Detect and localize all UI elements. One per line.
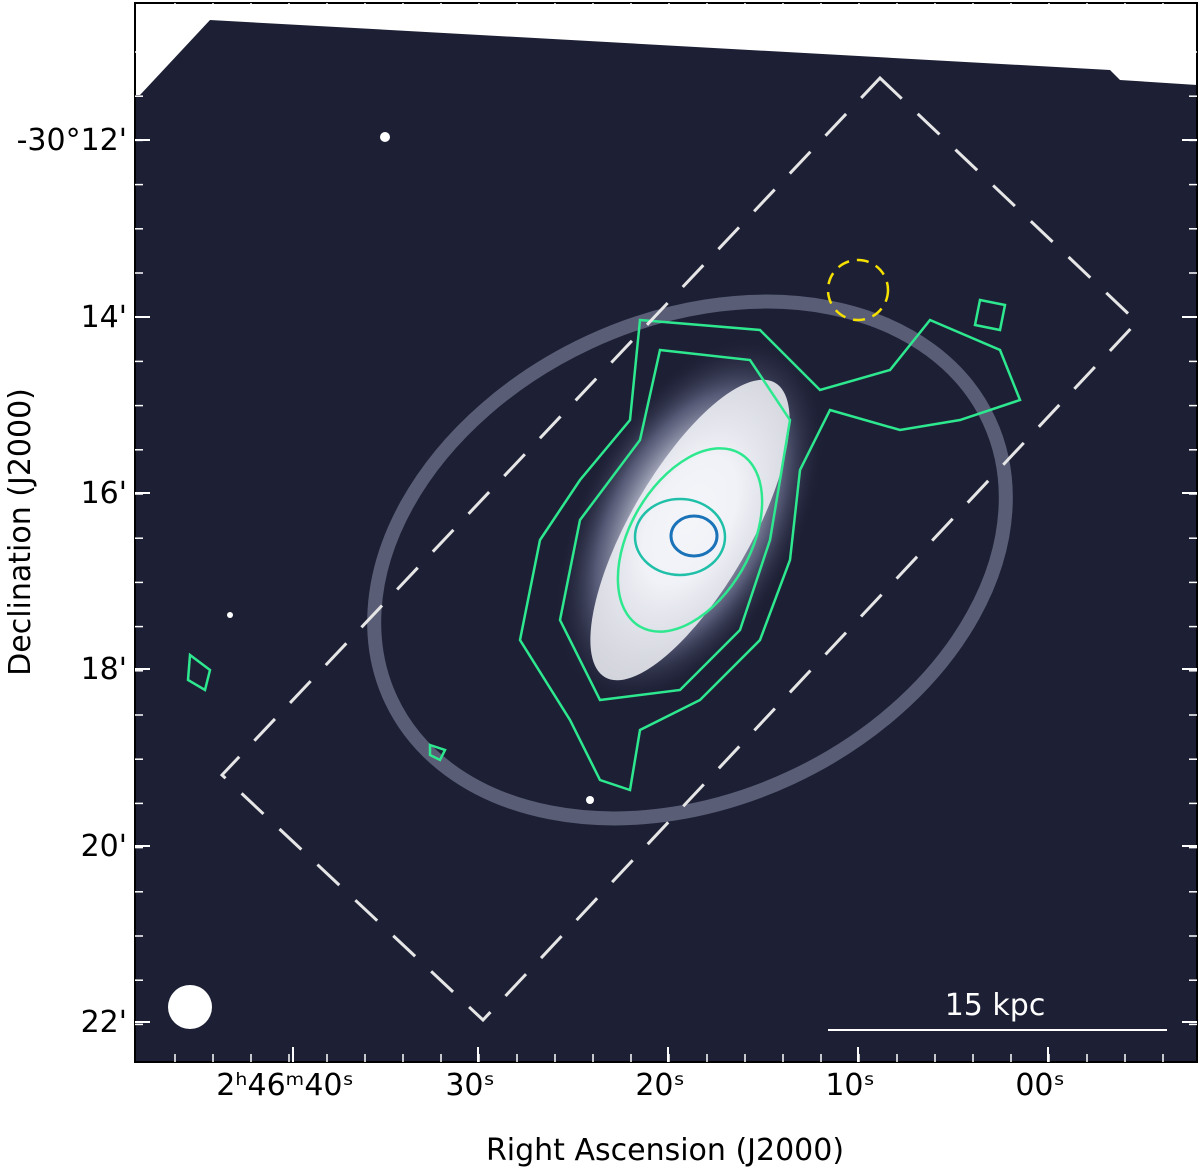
x-tick-label: 00ˢ — [1015, 1068, 1064, 1103]
y-tick-label: 16' — [81, 476, 127, 511]
hi-contours — [186, 298, 1022, 792]
scale-bar-label: 15 kpc — [945, 988, 1046, 1023]
x-tick-label: 20ˢ — [635, 1068, 684, 1103]
y-tick-label: 22' — [81, 1005, 127, 1040]
y-tick-label: -30°12' — [17, 123, 127, 158]
x-axis-label: Right Ascension (J2000) — [486, 1133, 844, 1168]
y-tick-label: 18' — [81, 652, 127, 687]
ticks — [135, 3, 1197, 1062]
x-tick-label: 10ˢ — [825, 1068, 874, 1103]
x-tick-label: 30ˢ — [445, 1068, 494, 1103]
beam — [168, 985, 212, 1029]
y-tick-label: 20' — [81, 829, 127, 864]
plot-frame — [134, 2, 1198, 1063]
x-tick-label: 2ʰ46ᵐ40ˢ — [216, 1068, 353, 1103]
y-axis-label: Declination (J2000) — [3, 388, 38, 676]
y-tick-label: 14' — [81, 300, 127, 335]
sky-image — [135, 3, 1197, 1062]
